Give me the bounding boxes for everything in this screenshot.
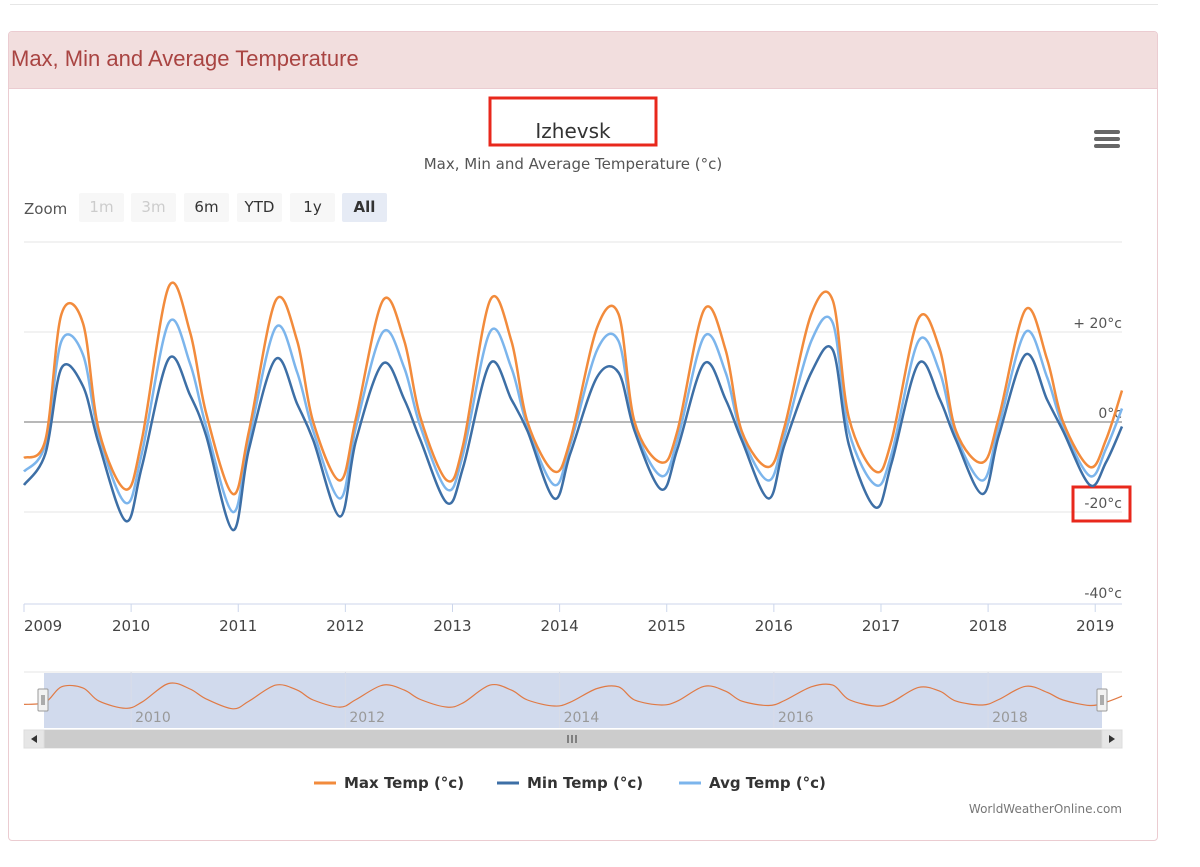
navigator-label: 2012 — [349, 710, 385, 726]
x-tick-label: 2014 — [541, 617, 579, 635]
zoom-button-bg — [342, 193, 387, 222]
zoom-button-label: All — [354, 198, 376, 216]
title-highlight-box — [488, 96, 658, 147]
x-tick-label: 2018 — [969, 617, 1007, 635]
y-axis-highlight-box — [1071, 485, 1132, 523]
panel-title: Max, Min and Average Temperature — [11, 46, 359, 71]
x-tick-label: 2012 — [326, 617, 364, 635]
avg-temp-line — [23, 315, 1124, 514]
chart-title: Izhevsk — [535, 119, 611, 143]
zoom-button-bg — [131, 193, 176, 222]
zoom-button-bg — [290, 193, 335, 222]
zoom-button-1m: 1m — [79, 193, 124, 222]
x-tick-label: 2019 — [1076, 617, 1114, 635]
x-tick-label: 2015 — [648, 617, 686, 635]
chart-subtitle: Max, Min and Average Temperature (°c) — [424, 155, 723, 173]
handle-body — [37, 688, 49, 712]
top-divider — [10, 0, 1158, 5]
zoom-button-label: 1y — [303, 198, 322, 216]
zoom-button-bg — [184, 193, 229, 222]
zoom-button-ytd[interactable]: YTD — [237, 193, 282, 222]
zoom-button-label: 6m — [194, 198, 218, 216]
scroll-left-arrow-icon — [31, 735, 37, 743]
x-tick-label: 2011 — [219, 617, 257, 635]
legend-item-max-temp[interactable]: Max Temp (°c) — [314, 774, 464, 792]
y-tick-label: -40°c — [1084, 586, 1122, 602]
zoom-button-6m[interactable]: 6m — [184, 193, 229, 222]
zoom-button-bg — [79, 193, 124, 222]
navigator-label: 2018 — [992, 710, 1028, 726]
x-tick-label: 2017 — [862, 617, 900, 635]
temperature-panel: Max, Min and Average Temperature — [8, 31, 1158, 841]
navigator-series-line — [23, 682, 1123, 710]
zoom-button-all[interactable]: All — [342, 193, 387, 222]
navigator-label: 2010 — [135, 710, 171, 726]
legend-item-min-temp[interactable]: Min Temp (°c) — [497, 774, 643, 792]
legend-label: Min Temp (°c) — [527, 774, 643, 792]
max-temp-line — [23, 281, 1124, 496]
zoom-button-label: 1m — [89, 198, 113, 216]
zoom-button-label: YTD — [244, 198, 275, 216]
x-tick-label: 2010 — [112, 617, 150, 635]
legend-label: Avg Temp (°c) — [709, 774, 826, 792]
x-tick-label: 2016 — [755, 617, 793, 635]
navigator-right-handle[interactable] — [1096, 688, 1108, 712]
scrollbar-thumb[interactable] — [44, 730, 1102, 748]
legend-item-avg-temp[interactable]: Avg Temp (°c) — [679, 774, 826, 792]
zoom-button-bg — [237, 193, 282, 222]
scroll-right-arrow-icon — [1109, 735, 1115, 743]
handle-body — [1096, 688, 1108, 712]
zoom-button-label: 3m — [141, 198, 165, 216]
zoom-label: Zoom — [24, 200, 67, 218]
navigator-label: 2014 — [564, 710, 600, 726]
navigator-scrollbar[interactable] — [23, 729, 1123, 749]
min-temp-line — [22, 344, 1124, 532]
panel-heading: Max, Min and Average Temperature — [9, 32, 1157, 89]
navigator-left-handle[interactable] — [37, 688, 49, 712]
context-menu-icon[interactable] — [1094, 130, 1120, 148]
y-tick-label: -20°c — [1084, 496, 1122, 512]
zoom-button-3m: 3m — [131, 193, 176, 222]
scrollbar-grip — [567, 735, 577, 743]
zoom-button-1y[interactable]: 1y — [290, 193, 335, 222]
chart-credit: WorldWeatherOnline.com — [969, 802, 1122, 816]
navigator-label: 2016 — [778, 710, 814, 726]
x-tick-label: 2009 — [24, 617, 62, 635]
x-tick-label: 2013 — [433, 617, 471, 635]
legend-label: Max Temp (°c) — [344, 774, 464, 792]
y-tick-label: + 20°c — [1073, 316, 1122, 332]
